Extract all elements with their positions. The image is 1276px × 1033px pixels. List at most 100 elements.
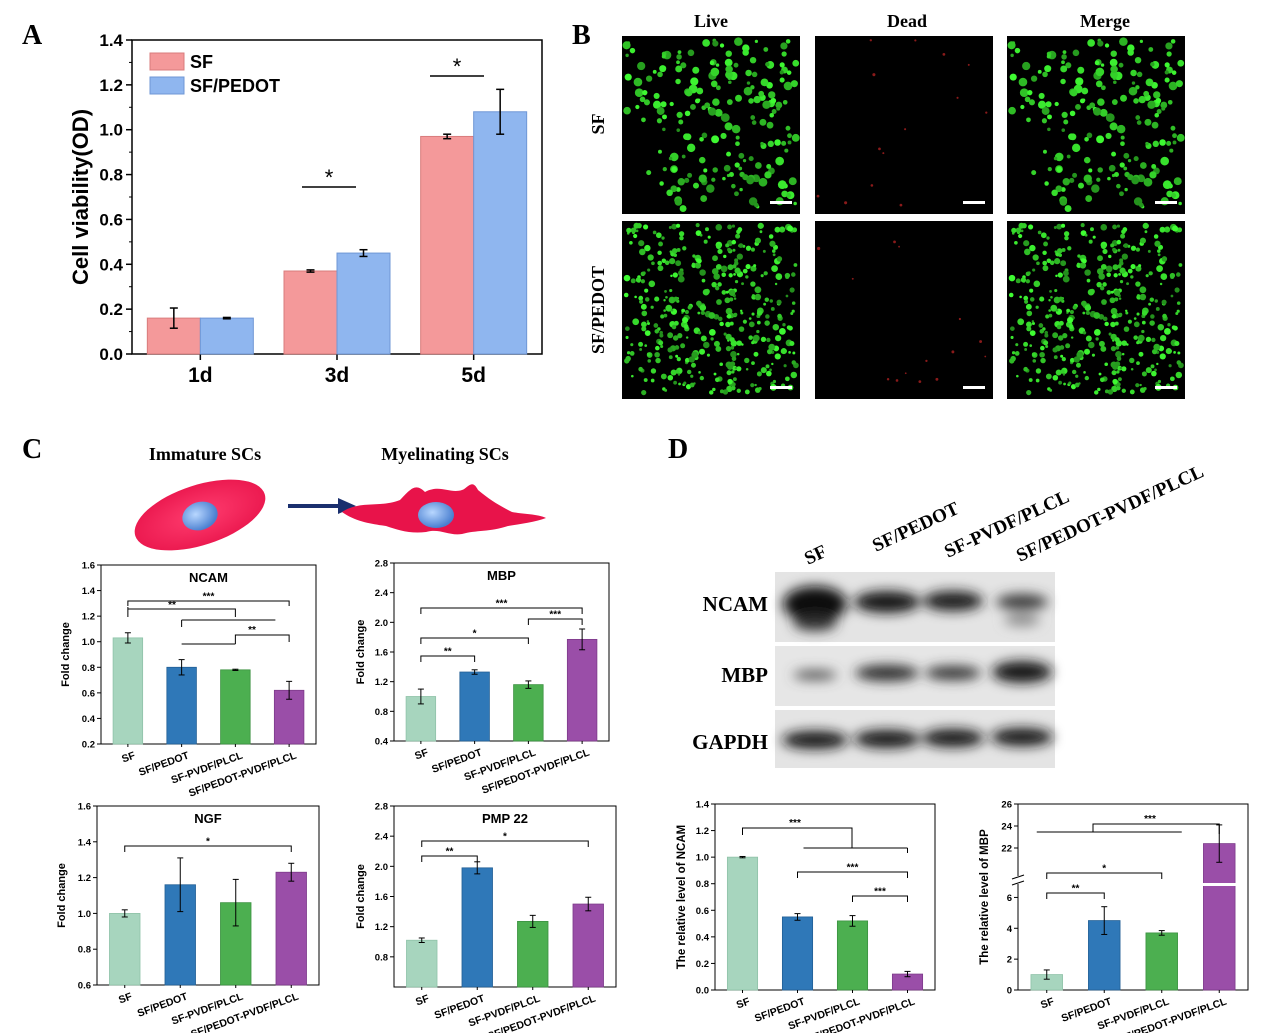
- cell-dot: [760, 336, 767, 342]
- cell-dot: [677, 178, 685, 186]
- cell-dot: [1060, 354, 1064, 358]
- legend-entry: SF/PEDOT: [190, 76, 280, 96]
- cell-dot: [1108, 164, 1116, 172]
- cell-dot: [711, 135, 720, 144]
- cell-dot: [1159, 353, 1166, 360]
- cell-dot: [1053, 355, 1058, 360]
- cell-dot: [1043, 340, 1049, 346]
- cell-dot: [626, 227, 632, 234]
- cell-dot: [1060, 260, 1067, 267]
- cell-dot: [1037, 69, 1042, 74]
- y-tick-label: 1.6: [375, 648, 388, 659]
- cell-dot: [1116, 183, 1121, 189]
- cell-dot: [1119, 162, 1125, 168]
- cell-dot: [1024, 299, 1029, 304]
- cell-dot: [623, 292, 629, 298]
- x-tick-label: SF: [1039, 995, 1056, 1011]
- cell-dot: [1147, 249, 1151, 253]
- cell-dot: [1023, 341, 1029, 347]
- cell-dot: [736, 366, 742, 372]
- sig-marker: ***: [496, 599, 508, 610]
- cell-dot: [685, 384, 692, 390]
- cell-dot: [918, 380, 922, 383]
- cell-dot: [1069, 110, 1076, 117]
- cell-dot: [787, 225, 794, 232]
- cell-dot: [719, 362, 724, 367]
- cell-dots: [623, 222, 799, 396]
- cell-dot: [1116, 370, 1120, 374]
- y-tick-label: 1.6: [375, 892, 388, 903]
- cell-dot: [984, 355, 987, 358]
- band-ncam-sf-pvdf: [923, 591, 983, 611]
- cell-dot: [1121, 352, 1125, 356]
- cell-dot: [745, 367, 749, 371]
- cell-dot: [1123, 152, 1130, 159]
- cell-dot: [774, 282, 778, 286]
- cell-dot: [779, 77, 785, 83]
- y-tick-label: 1.2: [82, 612, 95, 623]
- cell-dot: [776, 256, 783, 262]
- cell-dot: [1026, 321, 1032, 328]
- cell-dot: [736, 388, 741, 393]
- cell-dot: [1035, 378, 1040, 383]
- cell-dot: [743, 86, 753, 96]
- cell-dot: [1149, 320, 1155, 326]
- image-background: [815, 221, 993, 399]
- cell-dot: [1147, 100, 1156, 109]
- band-ncam-sf-pedot-pvdf: [996, 594, 1048, 610]
- cell-dot: [1105, 265, 1113, 273]
- y-tick-label: 1.4: [78, 837, 92, 848]
- cell-dot: [1169, 148, 1174, 153]
- sig-bracket: [421, 840, 589, 847]
- cell-dot: [681, 308, 686, 313]
- cell-dot: [1040, 232, 1047, 239]
- cell-dot: [1130, 69, 1137, 77]
- band-gapdh-sf-pedot-pvdf: [991, 728, 1053, 746]
- cell-dot: [699, 375, 705, 381]
- cell-dot: [647, 268, 651, 272]
- cell-dot: [1093, 312, 1101, 319]
- cell-dot: [780, 226, 784, 230]
- cell-dot: [753, 95, 761, 104]
- cell-dot: [1176, 133, 1185, 142]
- bar-sf-pvdf-plcl: [513, 684, 544, 742]
- cell-dot: [728, 80, 732, 85]
- cell-dot: [817, 246, 821, 251]
- cell-dot: [1071, 369, 1077, 375]
- cell-dot: [696, 300, 702, 307]
- cell-dot: [772, 253, 776, 257]
- cell-dot: [756, 371, 762, 377]
- cell-dot: [750, 383, 755, 388]
- cell-dot: [1085, 335, 1092, 342]
- cell-dot: [1136, 120, 1142, 125]
- cell-dot: [1123, 166, 1128, 171]
- cell-dot: [1164, 62, 1170, 68]
- cell-dot: [1141, 371, 1147, 377]
- sig-marker: *: [1102, 864, 1106, 875]
- cell-dot: [644, 344, 648, 347]
- cell-dot: [1044, 330, 1048, 335]
- cell-dot: [985, 111, 988, 114]
- cell-dot: [1066, 154, 1071, 159]
- sig-bracket: [527, 618, 583, 625]
- cell-dot: [676, 128, 681, 132]
- cell-dot: [730, 350, 737, 358]
- cell-dot: [1113, 80, 1117, 85]
- cell-dot: [711, 268, 719, 275]
- cell-dot: [717, 282, 722, 287]
- cell-dot: [678, 270, 684, 277]
- cell-dot: [754, 39, 759, 43]
- cell-dot: [1113, 289, 1121, 296]
- y-tick-label: 1.6: [78, 802, 91, 813]
- cell-dot: [1172, 133, 1177, 139]
- cell-dot: [1070, 384, 1077, 390]
- cell-dot: [1126, 282, 1130, 286]
- cell-dot: [1032, 268, 1036, 272]
- cell-dot: [641, 117, 646, 123]
- cell-dot: [734, 267, 741, 274]
- cell-dot: [1094, 390, 1099, 395]
- cell-dot: [1118, 273, 1121, 276]
- cell-dot: [1135, 281, 1141, 287]
- cell-dot: [713, 273, 720, 280]
